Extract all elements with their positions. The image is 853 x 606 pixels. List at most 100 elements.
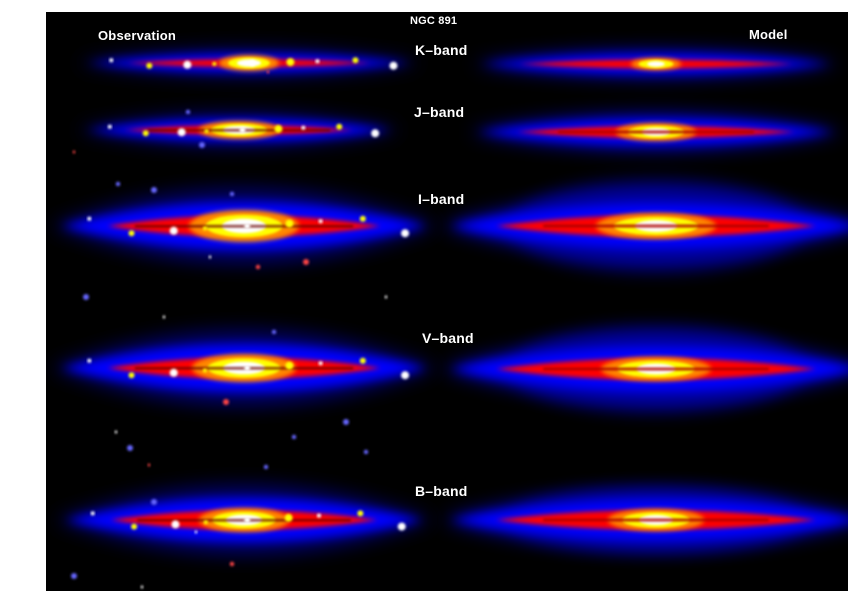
star-knot	[397, 522, 406, 531]
field-star	[255, 264, 261, 270]
field-star	[127, 445, 133, 451]
star-knot	[318, 361, 323, 366]
nucleus	[237, 59, 261, 67]
star-knot	[244, 517, 251, 523]
field-star	[71, 573, 77, 579]
j-band-observation-image	[77, 112, 401, 148]
dust-lane	[147, 129, 331, 132]
star-knot	[169, 368, 178, 377]
star-knot	[87, 216, 92, 221]
star-knot	[316, 513, 321, 518]
field-star	[199, 142, 205, 148]
star-knot	[286, 58, 295, 67]
field-star	[291, 434, 297, 440]
star-knot	[183, 60, 192, 69]
dust-lane	[137, 519, 351, 522]
field-star	[115, 181, 121, 187]
field-star	[162, 315, 166, 319]
field-star	[343, 419, 349, 425]
model-heading: Model	[749, 27, 788, 42]
b-band-label: B–band	[415, 483, 468, 499]
k-band-model-image	[473, 50, 839, 78]
star-knot	[128, 230, 135, 237]
field-star	[303, 259, 309, 265]
k-band-label: K–band	[415, 42, 468, 58]
star-knot	[239, 127, 246, 133]
model-nucleus	[647, 61, 665, 67]
field-star	[266, 70, 270, 74]
field-star	[83, 294, 89, 300]
star-knot	[244, 365, 251, 371]
field-star	[114, 430, 118, 434]
field-star	[223, 399, 229, 405]
star-knot	[301, 125, 306, 130]
star-knot	[274, 124, 283, 133]
field-star	[140, 585, 144, 589]
star-knot	[107, 124, 112, 129]
field-star	[194, 530, 198, 534]
j-band-model-image	[470, 114, 842, 150]
star-knot	[204, 129, 209, 134]
star-knot	[202, 368, 207, 373]
field-star	[271, 329, 277, 335]
v-band-model-image	[443, 327, 848, 411]
star-knot	[401, 371, 410, 380]
field-star	[151, 187, 157, 193]
observation-heading: Observation	[98, 28, 177, 43]
field-star	[229, 191, 235, 197]
k-band-observation-image	[77, 48, 421, 78]
field-star	[72, 150, 76, 154]
star-knot	[169, 226, 178, 235]
field-star	[229, 561, 235, 567]
b-band-model-image	[443, 490, 848, 550]
star-knot	[142, 130, 149, 137]
v-band-observation-image	[52, 329, 436, 407]
i-band-label: I–band	[418, 191, 465, 207]
star-knot	[318, 219, 323, 224]
star-knot	[371, 129, 380, 138]
i-band-observation-image	[52, 187, 436, 265]
star-knot	[357, 510, 364, 517]
star-knot	[285, 361, 294, 370]
galaxy-panels	[52, 48, 848, 589]
star-knot	[401, 229, 410, 238]
star-knot	[203, 520, 208, 525]
star-knot	[359, 357, 366, 364]
b-band-observation-image	[56, 484, 432, 556]
star-knot	[336, 123, 343, 130]
star-knot	[244, 223, 251, 229]
star-knot	[212, 61, 217, 66]
model-dust-lane	[543, 224, 769, 228]
star-knot	[389, 61, 398, 70]
star-knot	[109, 58, 114, 63]
star-knot	[128, 372, 135, 379]
model-dust-lane	[543, 518, 769, 522]
star-knot	[131, 523, 138, 530]
model-dust-lane	[543, 367, 769, 371]
galaxy-comparison-figure: NGC 891 Observation Model K–band J–band …	[46, 12, 848, 591]
v-band-label: V–band	[422, 330, 474, 346]
star-knot	[284, 513, 293, 522]
star-knot	[285, 219, 294, 228]
field-star	[185, 109, 191, 115]
star-knot	[352, 57, 359, 64]
field-star	[151, 499, 157, 505]
field-star	[363, 449, 369, 455]
star-knot	[249, 60, 256, 66]
star-knot	[315, 59, 320, 64]
i-band-model-image	[443, 181, 848, 271]
star-knot	[87, 358, 92, 363]
star-knot	[146, 62, 153, 69]
dust-lane	[134, 225, 354, 228]
star-knot	[171, 520, 180, 529]
figure-title: NGC 891	[410, 15, 458, 27]
star-knot	[177, 128, 186, 137]
field-star	[208, 255, 212, 259]
j-band-label: J–band	[414, 104, 465, 120]
model-dust-lane	[558, 130, 754, 134]
star-knot	[90, 511, 95, 516]
dust-lane	[134, 367, 354, 370]
field-star	[263, 464, 269, 470]
star-knot	[202, 226, 207, 231]
field-star	[147, 463, 151, 467]
